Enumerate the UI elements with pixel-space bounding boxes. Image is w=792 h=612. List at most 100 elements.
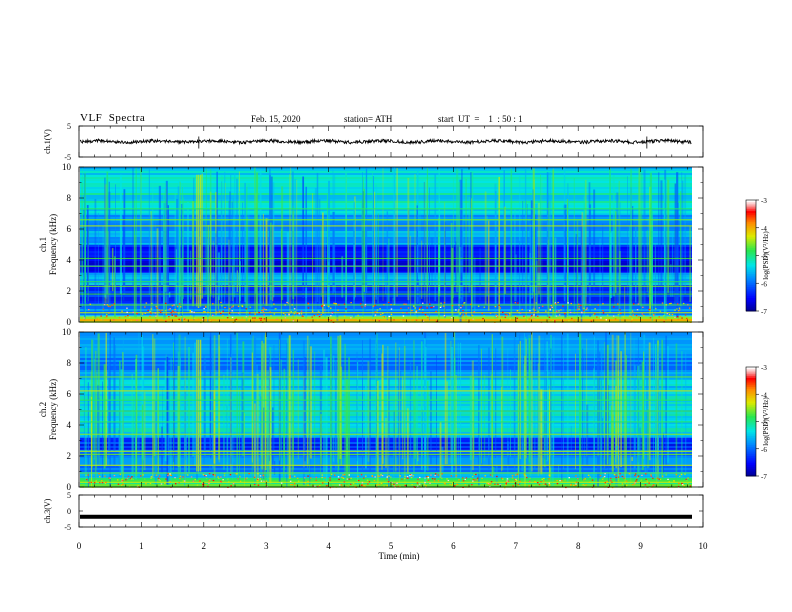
ch1-spectrogram-speckle	[178, 303, 181, 305]
ch1-spectrogram-streak	[209, 191, 212, 294]
ch2-spectrogram-speckle	[167, 473, 169, 475]
ch2-spectrogram-streak	[141, 334, 143, 459]
ch2-spectrogram-speckle	[584, 485, 586, 487]
ch1-spectrogram-speckle	[286, 301, 288, 304]
ch2-spectrogram-speckle	[515, 480, 518, 482]
ch1-spectrogram-speckle	[175, 311, 177, 313]
ch1-spectrogram-row	[80, 305, 692, 307]
ch1-spectrogram-row	[80, 239, 692, 241]
ch1-spectrogram-row	[80, 237, 692, 239]
ch2-spectrogram-speckle	[394, 485, 396, 487]
ch2-spectrogram-speckle	[205, 477, 208, 479]
ch1-spectrogram-speckle	[382, 316, 385, 318]
ch2-spectrogram-speckle	[131, 476, 133, 478]
ch2-spectrogram-streak	[586, 404, 589, 467]
ch1-spectrogram-streak	[220, 200, 223, 303]
ch2-spectrogram-speckle	[142, 474, 144, 476]
ch1-spectrogram-ytick-label: 8	[67, 193, 72, 203]
ch1-spectrogram-colorbar-cell	[746, 272, 756, 275]
ch2-spectrogram-streak	[430, 371, 432, 465]
ch2-spectrogram-streak	[210, 332, 212, 459]
ch1-spectrogram-speckle	[462, 310, 464, 312]
ch2-spectrogram-speckle	[687, 477, 689, 479]
ch1-spectrogram-speckle	[473, 319, 476, 321]
ch1-spectrogram-streak	[534, 208, 535, 297]
chart-title: VLF Spectra	[80, 112, 146, 124]
ch2-spectrogram-streak	[273, 461, 276, 475]
ch1-spectrogram-row	[80, 299, 692, 301]
ch1-spectrogram-speckle	[374, 311, 377, 313]
ch2-spectrogram-speckle	[549, 483, 551, 485]
ch1-spectrogram-streak	[336, 311, 339, 321]
ch1-spectrogram-speckle	[107, 305, 110, 307]
ch1-spectrogram-speckle	[516, 310, 519, 312]
ch1-spectrogram-hline	[80, 225, 692, 227]
ch1-spectrogram-row	[80, 295, 692, 297]
ch2-spectrogram-speckle	[132, 478, 134, 480]
ch2-spectrogram-speckle	[518, 481, 521, 483]
ch2-spectrogram-speckle	[237, 478, 239, 480]
ch1-spectrogram-speckle	[534, 309, 536, 311]
ch1-spectrogram-speckle	[676, 303, 679, 305]
ch2-spectrogram-speckle	[472, 480, 474, 482]
ch2-spectrogram-speckle	[505, 483, 507, 485]
ch2-spectrogram-ylabel: Frequency (kHz)	[48, 379, 58, 440]
ch1-spectrogram-speckle	[113, 303, 116, 305]
ch2-spectrogram-streak	[685, 351, 687, 479]
ch1-spectrogram-streak	[215, 191, 217, 315]
ch1-spectrogram-speckle	[649, 317, 652, 319]
ch2-spectrogram-speckle	[610, 480, 612, 482]
ch2-spectrogram-hline	[80, 472, 692, 474]
ch2-spectrogram-speckle	[101, 482, 104, 484]
ch1-spectrogram-row	[80, 297, 692, 299]
ch2-spectrogram-streak	[648, 342, 651, 461]
ch2-spectrogram-row	[80, 378, 692, 380]
ch1-spectrogram-streak	[209, 259, 211, 317]
ch2-spectrogram-streak	[153, 338, 156, 457]
ch2-spectrogram-speckle	[329, 479, 331, 481]
ch2-spectrogram-speckle	[401, 478, 403, 480]
ch2-spectrogram-row	[80, 356, 692, 358]
ch1-spectrogram-speckle	[436, 320, 438, 322]
ch2-spectrogram-speckle	[636, 479, 638, 481]
ch1-spectrogram-streak	[362, 177, 364, 319]
ch1-spectrogram-speckle	[612, 315, 615, 317]
ch2-spectrogram-speckle	[334, 474, 336, 476]
ch1-spectrogram-streak	[612, 175, 615, 297]
ch1-spectrogram-speckle	[569, 311, 572, 314]
ch2-spectrogram-hline	[80, 433, 692, 435]
ch1-spectrogram-speckle	[562, 305, 564, 307]
ch2-spectrogram-speckle	[471, 484, 473, 486]
ch2-spectrogram-colorbar-cell	[746, 408, 756, 412]
ch1-spectrogram-speckle	[533, 318, 535, 320]
ch1-spectrogram-speckle	[218, 310, 221, 312]
ch2-spectrogram-speckle	[289, 480, 292, 482]
ch2-spectrogram-streak	[297, 359, 299, 460]
ch2-spectrogram-speckle	[338, 478, 340, 480]
station-label: station= ATH	[344, 114, 393, 124]
ch1-spectrogram-speckle	[524, 316, 527, 318]
ch1-spectrogram-speckle	[663, 315, 665, 317]
ch1-spectrogram-speckle	[177, 320, 179, 322]
ch2-spectrogram-streak	[287, 338, 289, 476]
ch1-spectrogram-speckle	[558, 310, 560, 312]
ch1-spectrogram-colorbar-cell	[746, 238, 756, 242]
ch2-spectrogram-speckle	[232, 483, 235, 485]
ch2-spectrogram-streak	[407, 408, 409, 475]
ch2-spectrogram-speckle	[253, 484, 256, 486]
ch1-spectrogram-colorbar-cell	[746, 246, 756, 249]
ch2-spectrogram-speckle	[98, 473, 100, 475]
ch1-spectrogram-row	[80, 187, 692, 189]
ch2-spectrogram-streak	[421, 341, 423, 470]
ch2-spectrogram-speckle	[125, 479, 127, 481]
ch1-spectrogram-streak	[414, 246, 416, 316]
ch1-spectrogram-speckle	[104, 316, 106, 318]
ch2-spectrogram-colorbar-cell	[746, 368, 756, 372]
ch2-spectrogram-colorbar-cell	[746, 461, 756, 464]
ch1-spectrogram-speckle	[549, 309, 551, 311]
ch1-spectrogram-speckle	[220, 311, 223, 313]
ch2-spectrogram-speckle	[119, 473, 122, 475]
ch1-spectrogram-row	[80, 177, 692, 179]
ch2-spectrogram-speckle	[404, 478, 406, 480]
ch2-spectrogram-speckle	[127, 475, 130, 477]
